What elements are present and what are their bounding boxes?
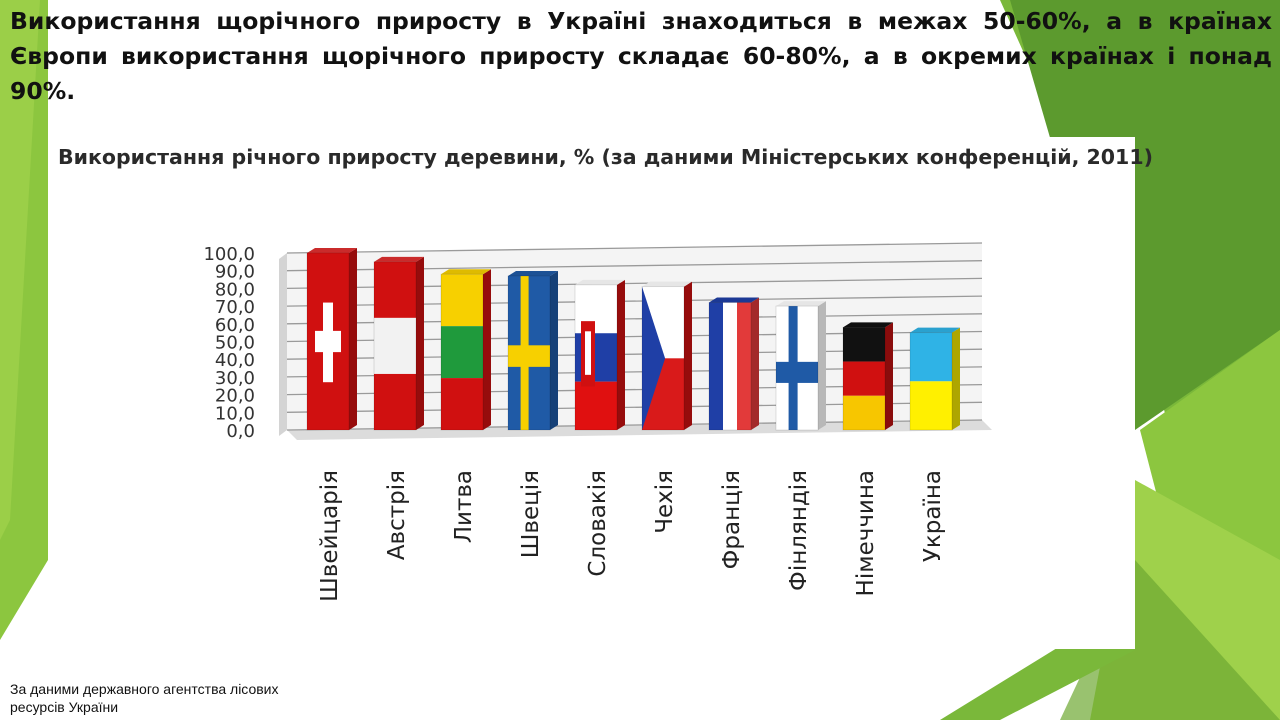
bar-top <box>575 279 625 285</box>
bar-top <box>307 248 357 253</box>
bar-8 <box>775 301 826 431</box>
x-tick-label: Австрія <box>384 470 410 560</box>
bar-top <box>843 322 893 328</box>
x-tick-label: Україна <box>920 470 946 562</box>
bar-side <box>550 271 558 430</box>
chart-panel: 0,0 10,0 20,0 30,0 40,0 50,0 60,0 70,0 80,0 90,0 1… <box>50 137 1153 649</box>
bar-5 <box>574 279 625 431</box>
chart-side-wall <box>279 253 287 436</box>
bar-side <box>349 248 357 430</box>
bar-side <box>885 322 893 430</box>
gridline <box>286 242 983 254</box>
bar-top <box>709 297 759 303</box>
bar-side <box>684 281 692 430</box>
y-tick-label: 40,0 <box>215 350 255 371</box>
x-tick-label: Франція <box>719 470 745 569</box>
headline-text: Використання щорічного приросту в Україн… <box>10 7 1272 105</box>
bar-side <box>952 327 960 430</box>
y-tick-label: 20,0 <box>215 386 255 407</box>
bar-7 <box>708 297 759 431</box>
bar-6 <box>641 281 692 431</box>
chart-title: Використання річного приросту деревини, … <box>58 145 1153 169</box>
bar-side <box>416 256 424 430</box>
y-tick-label: 60,0 <box>215 315 255 336</box>
bar-side <box>818 301 826 430</box>
x-tick-label: Чехія <box>652 470 678 534</box>
x-tick-label: Швеція <box>518 470 544 558</box>
bar-top <box>441 269 491 275</box>
bar-top <box>776 301 826 307</box>
y-tick-label: 10,0 <box>215 403 255 424</box>
x-tick-label: Німеччина <box>853 470 879 596</box>
bar-side <box>617 279 625 430</box>
y-tick-label: 100,0 <box>203 244 255 265</box>
bar-top <box>508 271 558 277</box>
x-tick-label: Фінляндія <box>786 470 812 591</box>
y-tick-label: 90,0 <box>215 262 255 283</box>
x-tick-label: Литва <box>451 470 477 543</box>
bar-side <box>751 297 759 430</box>
y-tick-label: 0,0 <box>226 421 255 442</box>
x-tick-label: Словакія <box>585 470 611 577</box>
bar-4 <box>507 271 558 431</box>
bar-top <box>910 327 960 333</box>
y-tick-label: 80,0 <box>215 279 255 300</box>
bar-3 <box>440 269 491 431</box>
bar-top <box>642 281 692 287</box>
bar-10 <box>909 327 960 431</box>
bar-side <box>483 269 491 430</box>
source-note: За даними державного агентства лісових р… <box>10 681 279 715</box>
bar-2 <box>373 256 424 431</box>
y-tick-label: 30,0 <box>215 368 255 389</box>
bar-1 <box>306 248 357 431</box>
y-tick-label: 70,0 <box>215 297 255 318</box>
bar-9 <box>842 322 893 431</box>
bar-chart: 0,010,020,030,040,050,060,070,080,090,01… <box>203 242 992 602</box>
bar-top <box>374 256 424 262</box>
x-tick-label: Швейцарія <box>317 470 343 602</box>
y-tick-label: 50,0 <box>215 333 255 354</box>
